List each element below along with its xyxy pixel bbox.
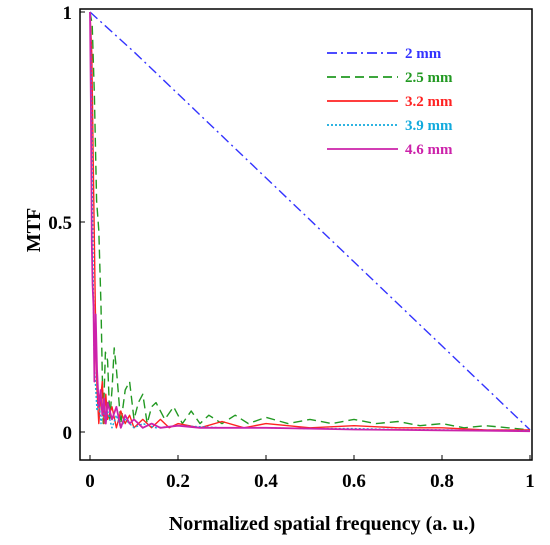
series-line-3-9-mm xyxy=(89,11,531,432)
x-tick-label: 0 xyxy=(85,471,95,492)
x-tick-label: 0.6 xyxy=(342,471,366,492)
x-tick-label: 0.8 xyxy=(430,471,454,492)
y-axis-title: MTF xyxy=(23,208,45,252)
plot-frame xyxy=(79,8,533,461)
x-tick-label: 0.2 xyxy=(166,471,190,492)
y-tick-label: 0 xyxy=(63,423,73,444)
x-tick-label: 0.4 xyxy=(254,471,278,492)
legend-label-2-mm: 2 mm xyxy=(405,46,442,62)
tick-layer: 0 0.2 0.4 0.6 0.8 1 0 0.5 1 xyxy=(48,3,535,492)
legend-label-2-5-mm: 2.5 mm xyxy=(405,70,453,86)
x-axis-title: Normalized spatial frequency (a. u.) xyxy=(169,513,475,535)
legend: 2 mm 2.5 mm 3.2 mm 3.9 mm 4.6 mm xyxy=(327,46,453,158)
series-layer xyxy=(89,11,531,433)
x-tick-label: 1 xyxy=(525,471,535,492)
y-tick-label: 0.5 xyxy=(48,213,72,234)
series-line-2-mm xyxy=(89,11,531,431)
legend-label-3-2-mm: 3.2 mm xyxy=(405,94,453,110)
legend-label-4-6-mm: 4.6 mm xyxy=(405,142,453,158)
y-tick-label: 1 xyxy=(63,3,73,24)
series-line-4-6-mm xyxy=(89,11,531,433)
legend-label-3-9-mm: 3.9 mm xyxy=(405,118,453,134)
series-line-2-5-mm xyxy=(89,11,531,431)
